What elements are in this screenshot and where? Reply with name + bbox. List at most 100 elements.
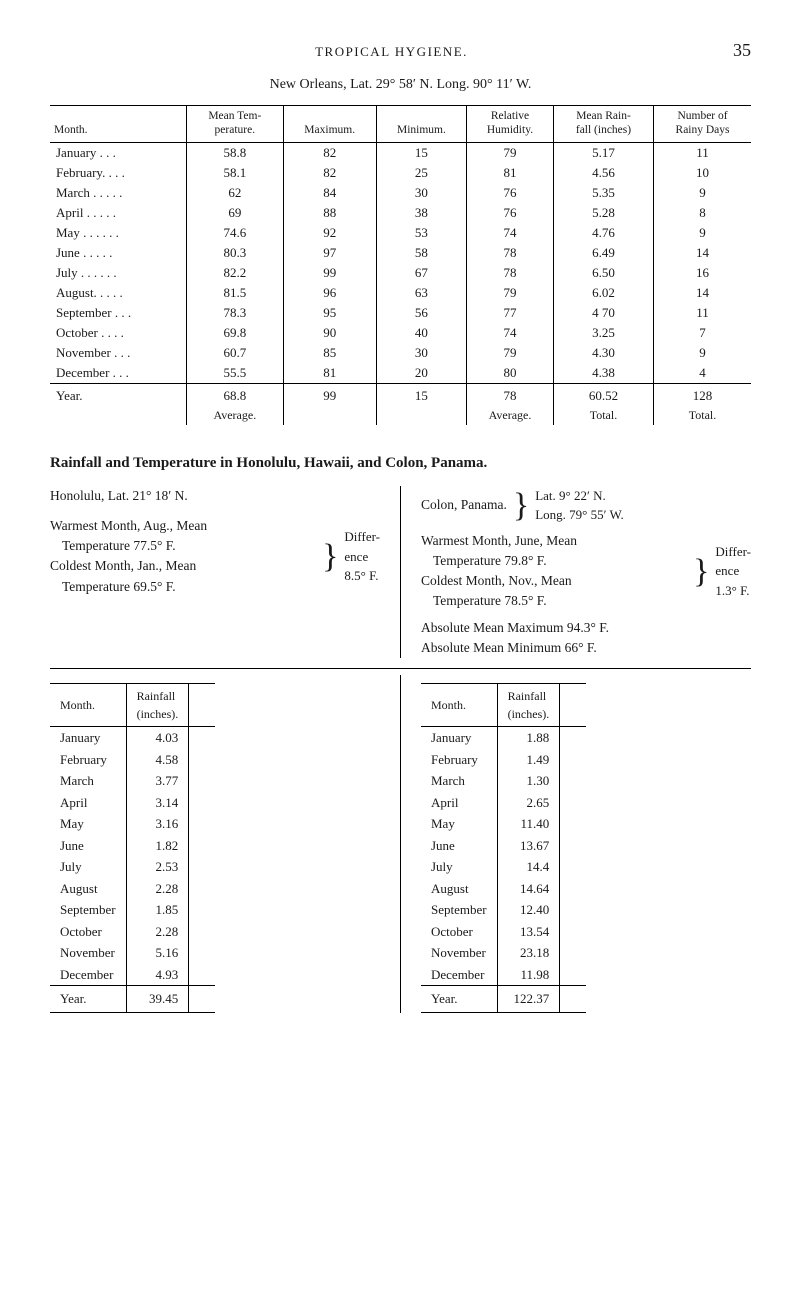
rainfall-table-honolulu: Month.Rainfall (inches). January4.03Febr… [50,683,215,1013]
cell: 79 [467,343,554,363]
cell: December [50,964,126,986]
cell: 67 [376,263,466,283]
brace-icon: } [693,558,709,585]
cell: 25 [376,163,466,183]
cell: 84 [283,183,376,203]
divider [50,668,751,669]
cell: 23.18 [497,942,560,964]
cell: 76 [467,183,554,203]
coldest-temp: Temperature 69.5° F. [50,577,316,597]
year-row: Year.39.45 [50,986,215,1013]
cell: April [50,792,126,814]
cell: 4.03 [126,727,189,749]
cell: September [421,899,497,921]
cell: 82 [283,163,376,183]
cell: 92 [283,223,376,243]
page-header: TROPICAL HYGIENE. 35 [50,40,751,61]
cell: 80.3 [187,243,284,263]
cell: 82 [283,142,376,163]
cell: 5.35 [553,183,653,203]
year-row: Year.122.37 [421,986,586,1013]
cell: 90 [283,323,376,343]
brace-icon: } [513,492,529,519]
cell: 74 [467,223,554,243]
cell: 3.16 [126,813,189,835]
table-row: January4.03 [50,727,215,749]
running-head: TROPICAL HYGIENE. [315,44,468,60]
table-row: March . . . . .628430765.359 [50,183,751,203]
cell: 76 [467,203,554,223]
cell: 55.5 [187,363,284,384]
column-header: Rainfall (inches). [126,684,189,727]
cell: 3.25 [553,323,653,343]
cell: 11.98 [497,964,560,986]
cell: September . . . [50,303,187,323]
page-number: 35 [733,40,751,61]
cell: 5.28 [553,203,653,223]
column-header: Minimum. [376,106,466,143]
column-header: Month. [50,684,126,727]
cell: 78.3 [187,303,284,323]
cell: June . . . . . [50,243,187,263]
cell: Year. [50,383,187,406]
cell: 6.49 [553,243,653,263]
table-row: August. . . . .81.59663796.0214 [50,283,751,303]
column-header: Mean Tem- perature. [187,106,284,143]
table-row: July2.53 [50,856,215,878]
table-row: December . . .55.58120804.384 [50,363,751,384]
table-row: October . . . .69.89040743.257 [50,323,751,343]
table-row: March1.30 [421,770,586,792]
cell: 63 [376,283,466,303]
cell: 9 [654,223,751,243]
cell: 1.88 [497,727,560,749]
cell: 2.65 [497,792,560,814]
table-row: May . . . . . .74.69253744.769 [50,223,751,243]
column-header: Maximum. [283,106,376,143]
cell: 3.14 [126,792,189,814]
cell: 15 [376,383,466,406]
cell: Year. [421,986,497,1013]
cell: 9 [654,343,751,363]
cell: 2.28 [126,878,189,900]
column-header: Relative Humidity. [467,106,554,143]
cell: August [50,878,126,900]
table-row: September12.40 [421,899,586,921]
cell: 14.64 [497,878,560,900]
cell: 88 [283,203,376,223]
cell: 40 [376,323,466,343]
warmest-temp: Temperature 79.8° F. [421,551,687,571]
cell: 96 [283,283,376,303]
cell: 14 [654,283,751,303]
cell: 1.85 [126,899,189,921]
cell: 99 [283,383,376,406]
cell: 1.30 [497,770,560,792]
section-title: Rainfall and Temperature in Honolulu, Ha… [50,455,751,472]
cell: April . . . . . [50,203,187,223]
honolulu-location: Honolulu, Lat. 21° 18′ N. [50,486,380,506]
cell: 11.40 [497,813,560,835]
cell: 16 [654,263,751,283]
table-row: October2.28 [50,921,215,943]
cell: October [421,921,497,943]
cell: 56 [376,303,466,323]
coldest-temp: Temperature 78.5° F. [421,591,687,611]
cell: March [50,770,126,792]
cell: March [421,770,497,792]
cell: 53 [376,223,466,243]
cell: 4.93 [126,964,189,986]
cell: 69.8 [187,323,284,343]
coldest-line: Coldest Month, Nov., Mean [421,571,687,591]
cell: 5.17 [553,142,653,163]
cell: 14.4 [497,856,560,878]
cell: 78 [467,263,554,283]
colon-location-label: Colon, Panama. [421,495,507,515]
cell: February [50,749,126,771]
warmest-temp: Temperature 77.5° F. [50,536,316,556]
cell: 128 [654,383,751,406]
column-divider [400,486,401,659]
cell: 58.8 [187,142,284,163]
table-row: April3.14 [50,792,215,814]
cell: Average. [187,406,284,425]
table-row: December4.93 [50,964,215,986]
cell: February. . . . [50,163,187,183]
